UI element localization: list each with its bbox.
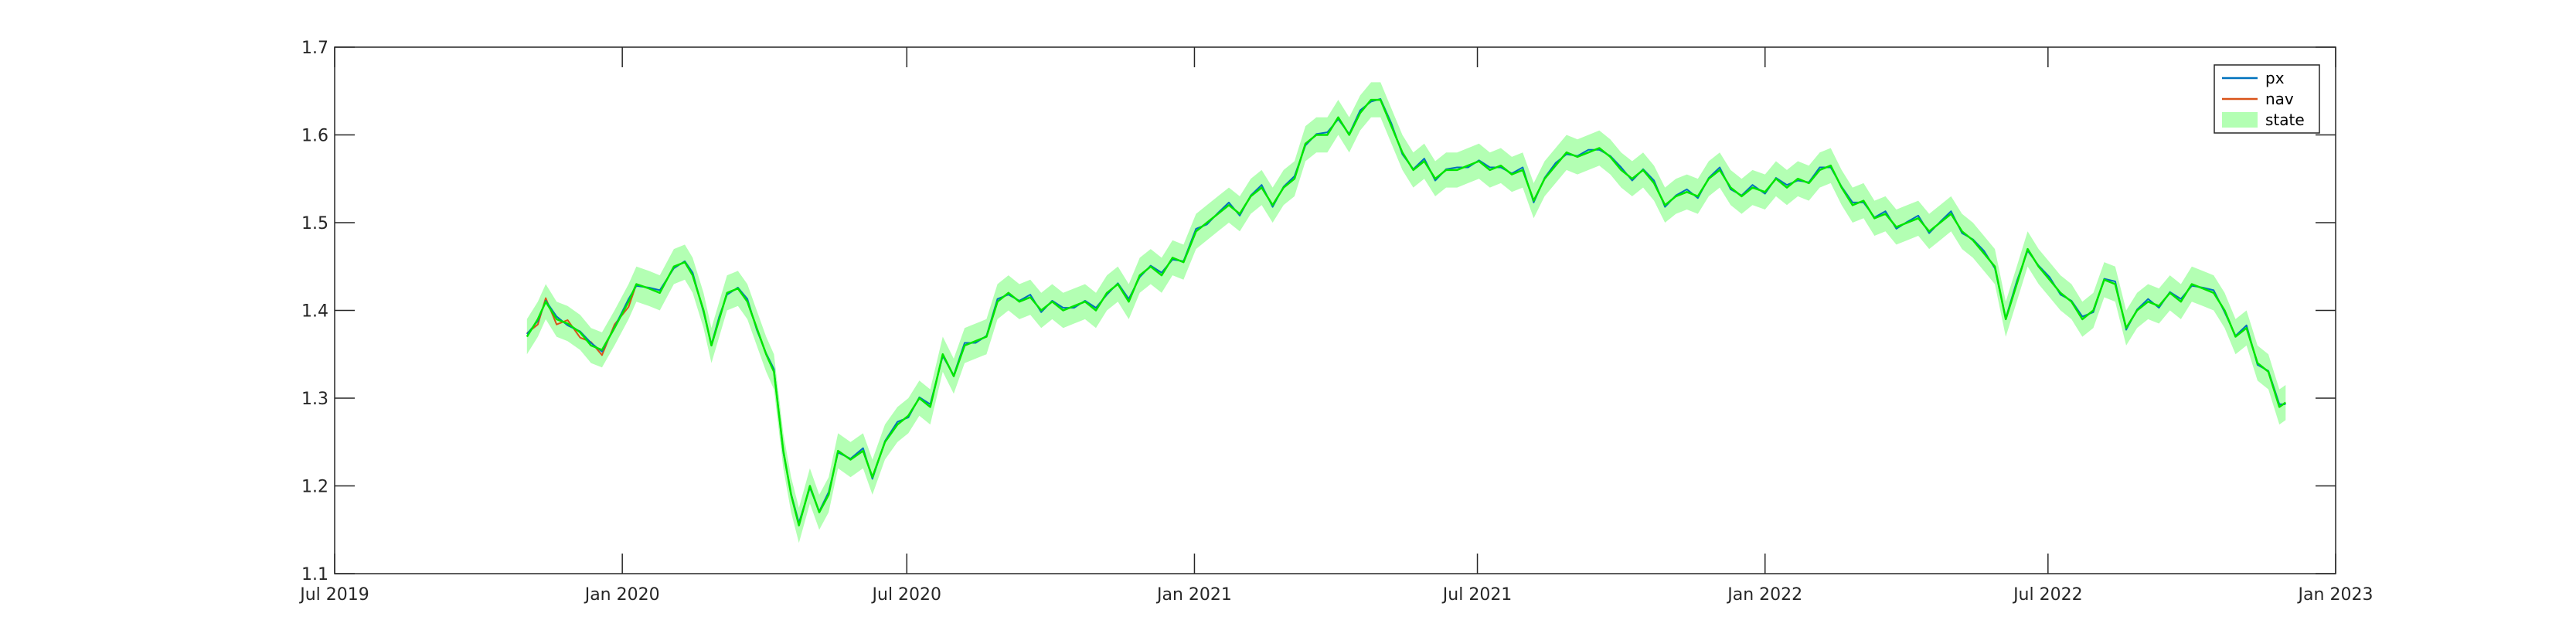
legend: px nav state [2214,64,2320,134]
y-tick-label: 1.1 [301,565,328,584]
x-tick-label: Jan 2022 [1726,585,1802,605]
state-band [526,82,2286,543]
legend-label-nav: nav [2265,90,2294,108]
x-tick-label: Jan 2021 [1155,585,1232,605]
y-tick-label: 1.2 [301,478,328,497]
x-tick-label: Jan 2020 [584,585,660,605]
axis-ticks [334,46,2336,574]
x-tick-label: Jul 2020 [871,585,942,605]
state-band-layer [526,82,2286,543]
x-tick-label: Jan 2023 [2297,585,2374,605]
series-lines-layer [526,98,2287,526]
series-line-state [526,98,2287,526]
y-tick-label: 1.4 [301,302,328,322]
legend-swatch-state [2222,112,2258,128]
x-axis-tick-labels: Jul 2019 Jan 2020 Jul 2020 Jan 2021 Jul 2021… [298,585,2373,605]
y-tick-label: 1.6 [301,127,328,146]
y-tick-label: 1.5 [301,214,328,233]
y-tick-label: 1.7 [301,39,328,58]
y-axis-tick-labels: 1.1 1.2 1.3 1.4 1.5 1.6 1.7 [301,39,328,584]
legend-label-px: px [2265,69,2285,87]
x-tick-label: Jul 2022 [2012,585,2083,605]
x-tick-label: Jul 2019 [298,585,369,605]
x-tick-label: Jul 2021 [1441,585,1513,605]
legend-label-state: state [2265,111,2305,129]
y-tick-label: 1.3 [301,390,328,409]
